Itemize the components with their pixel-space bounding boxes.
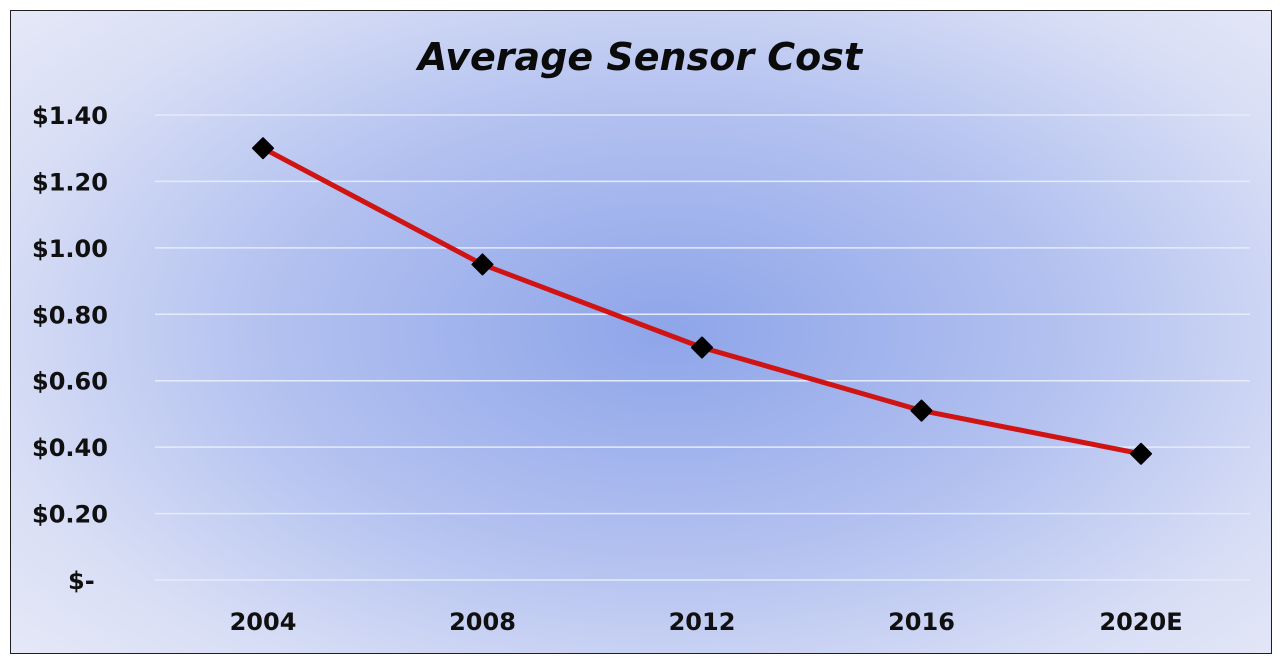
x-tick-label: 2020E: [1099, 608, 1182, 636]
y-tick-label: $1.20: [32, 168, 108, 196]
y-tick-label: $-: [68, 567, 95, 595]
x-axis-ticks: 2004 2008 2012 2016 2020E: [230, 608, 1183, 636]
gridlines: [155, 114, 1250, 581]
x-tick-label: 2004: [230, 608, 297, 636]
data-point-marker: [1130, 442, 1152, 465]
data-point-marker: [910, 399, 933, 422]
chart-frame: [10, 10, 1272, 654]
x-tick-label: 2008: [449, 608, 516, 636]
x-tick-label: 2012: [669, 608, 736, 636]
y-tick-label: $0.20: [32, 501, 108, 529]
data-point-marker: [471, 253, 494, 276]
y-tick-label: $1.00: [32, 235, 108, 263]
y-axis-ticks: $- $0.20 $0.40 $0.60 $0.80 $1.00 $1.20 $1.40: [32, 102, 108, 595]
chart-title: Average Sensor Cost: [415, 35, 864, 79]
y-tick-label: $0.40: [32, 434, 108, 462]
y-tick-label: $1.40: [32, 102, 108, 130]
y-tick-label: $0.60: [32, 368, 108, 396]
series-layer: [252, 137, 1152, 465]
data-point-marker: [252, 137, 274, 160]
y-tick-label: $0.80: [32, 301, 108, 329]
data-point-marker: [691, 336, 713, 359]
series-line: [260, 145, 1144, 457]
x-tick-label: 2016: [888, 608, 955, 636]
